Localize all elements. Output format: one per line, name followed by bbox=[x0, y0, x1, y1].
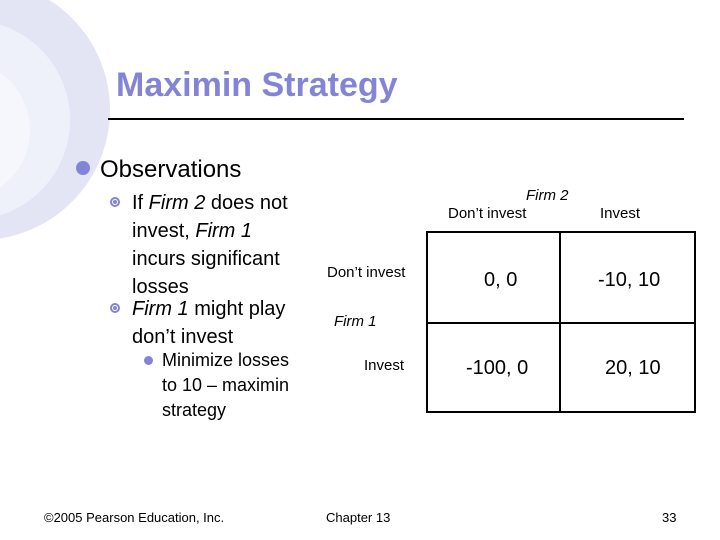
sub-bullet-1-line2: invest, Firm 1 bbox=[132, 220, 253, 242]
col-player-label: Firm 2 bbox=[526, 187, 569, 204]
title-divider bbox=[108, 118, 684, 120]
payoff-cell: -10, 10 bbox=[598, 269, 661, 291]
payoff-matrix: 0, 0 -10, 10 -100, 0 20, 10 bbox=[426, 231, 696, 413]
sub-bullet-2-line2: don’t invest bbox=[132, 326, 234, 348]
col-label-dont-invest: Don’t invest bbox=[448, 205, 527, 222]
sub-sub-bullet-line3: strategy bbox=[162, 400, 227, 420]
footer-chapter: Chapter 13 bbox=[326, 510, 391, 525]
sub-bullet-1: If Firm 2 does not invest, Firm 1 incurs… bbox=[110, 189, 332, 301]
row-label-invest: Invest bbox=[364, 357, 405, 374]
sub-bullet-2: Firm 1 might play don’t invest bbox=[110, 295, 332, 351]
sub-sub-bullet-line1: Minimize losses bbox=[162, 350, 290, 370]
sub-sub-bullet-line2: to 10 – maximin bbox=[162, 375, 290, 395]
payoff-cell: 20, 10 bbox=[605, 357, 661, 379]
bullet-dot-icon bbox=[144, 356, 153, 365]
bullet-text: Observations bbox=[100, 156, 242, 183]
sub-bullet-1-line4: losses bbox=[132, 276, 189, 298]
col-label-invest: Invest bbox=[600, 205, 641, 222]
decorative-circles bbox=[0, 0, 110, 239]
payoff-cell: 0, 0 bbox=[484, 269, 518, 291]
bullet-dot-icon bbox=[76, 161, 90, 175]
slide-title: Maximin Strategy bbox=[116, 66, 398, 104]
sub-bullet-1-line1: If Firm 2 does not bbox=[132, 192, 288, 214]
footer-copyright: ©2005 Pearson Education, Inc. bbox=[44, 510, 225, 525]
matrix-horizontal-divider bbox=[428, 322, 694, 324]
sub-bullet-1-line3: incurs significant bbox=[132, 248, 280, 270]
row-label-dont-invest: Don’t invest bbox=[327, 264, 406, 281]
ring-bullet-icon bbox=[110, 303, 120, 313]
payoff-cell: -100, 0 bbox=[466, 357, 529, 379]
sub-bullet-2-line1: Firm 1 might play bbox=[132, 298, 286, 320]
sub-sub-bullet: Minimize losses to 10 – maximin strategy bbox=[144, 348, 322, 423]
row-player-label: Firm 1 bbox=[334, 313, 377, 330]
slide-number: 33 bbox=[662, 510, 677, 525]
ring-bullet-icon bbox=[110, 197, 120, 207]
